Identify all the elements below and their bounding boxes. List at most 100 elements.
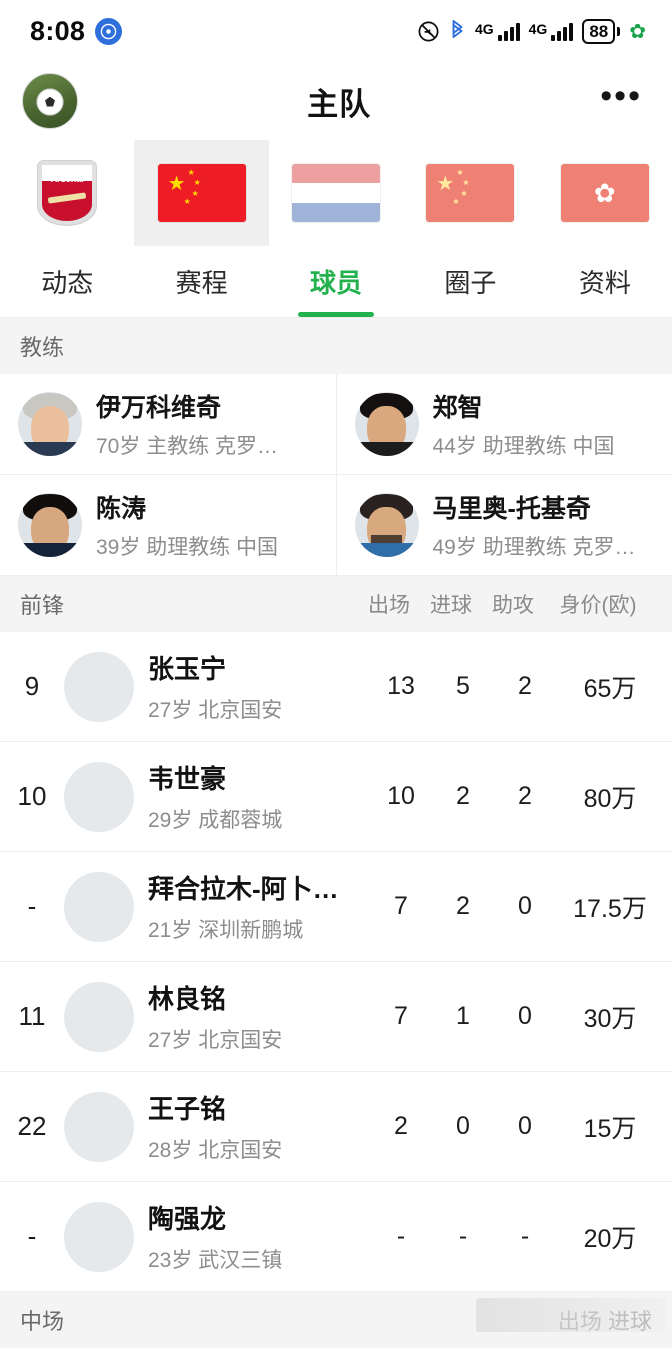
column-header-assists: 助攻	[492, 594, 534, 617]
player-goals: -	[458, 1222, 468, 1250]
player-meta: 27岁 北京国安	[148, 1029, 283, 1052]
section-title-forward: 前锋	[20, 593, 65, 618]
table-row[interactable]: 9 张玉宁 27岁 北京国安 13 5 2 65万	[0, 632, 672, 742]
player-meta: 21岁 深圳新鹏城	[148, 919, 304, 942]
player-meta: 23岁 武汉三镇	[148, 1249, 283, 1272]
coach-avatar	[354, 493, 419, 557]
status-bar-left: 8:08	[30, 16, 123, 47]
player-goals: 2	[456, 782, 470, 810]
player-goals: 0	[456, 1112, 470, 1140]
signal-2-icon: 4G	[529, 21, 574, 41]
hongkong-flag-icon: ✿	[560, 164, 649, 222]
player-appearances: 2	[394, 1112, 408, 1140]
coach-avatar	[18, 493, 82, 557]
tab-saicheng[interactable]: 赛程	[175, 268, 228, 298]
player-avatar	[64, 1091, 134, 1162]
player-appearances: -	[396, 1222, 406, 1250]
coach-item-2[interactable]: 郑智 44岁 助理教练 中国	[335, 374, 672, 474]
avatar[interactable]	[22, 73, 78, 129]
player-assists: 0	[518, 892, 532, 920]
player-appearances: 7	[394, 1002, 408, 1030]
player-value: 15万	[583, 1114, 637, 1143]
network-label-2: 4G	[528, 21, 548, 37]
arsenal-crest-icon: Arsenal	[38, 161, 97, 225]
table-row[interactable]: 11 林良铭 27岁 北京国安 7 1 0 30万	[0, 962, 672, 1072]
player-value: 80万	[583, 784, 637, 813]
more-options-icon[interactable]: •••	[600, 77, 642, 115]
column-header-value: 身价(欧)	[559, 594, 637, 617]
table-row[interactable]: - 陶强龙 23岁 武汉三镇 - - - 20万	[0, 1182, 672, 1292]
section-title-coach: 教练	[20, 335, 65, 360]
coach-avatar	[354, 392, 419, 456]
tab-quanzi[interactable]: 圈子	[444, 268, 497, 298]
coach-name: 伊万科维奇	[96, 394, 222, 422]
flag-item-china[interactable]: ★ ★ ★ ★ ★	[134, 140, 269, 246]
coach-meta: 44岁 助理教练 中国	[432, 435, 615, 458]
leaf-icon: ✿	[629, 20, 646, 43]
section-title-midfield: 中场	[20, 1309, 65, 1334]
table-row[interactable]: 10 韦世豪 29岁 成都蓉城 10 2 2 80万	[0, 742, 672, 852]
player-number: 10	[17, 781, 47, 811]
player-meta: 29岁 成都蓉城	[148, 809, 283, 832]
column-header-goals: 进球	[430, 594, 472, 617]
player-goals: 5	[456, 672, 470, 700]
player-assists: 0	[518, 1112, 532, 1140]
player-value: 20万	[583, 1224, 637, 1253]
player-number: 22	[17, 1111, 47, 1141]
player-name: 陶强龙	[148, 1204, 227, 1234]
player-value: 30万	[583, 1004, 637, 1033]
player-meta: 27岁 北京国安	[148, 699, 283, 722]
player-number: -	[27, 891, 37, 921]
coach-item-1[interactable]: 伊万科维奇 70岁 主教练 克罗…	[0, 374, 336, 474]
network-label-1: 4G	[474, 21, 494, 37]
tab-bar[interactable]: 动态 赛程 球员 圈子 资料	[0, 246, 672, 318]
player-name: 拜合拉木-阿卜杜…	[148, 874, 360, 904]
player-avatar	[64, 651, 134, 722]
player-assists: 2	[518, 782, 532, 810]
player-value: 17.5万	[573, 894, 647, 923]
stats-column-headers: 出场 进球 助攻 身价(欧)	[358, 589, 652, 619]
coach-row: 伊万科维奇 70岁 主教练 克罗… 郑智 44岁 助理教练 中国	[0, 374, 672, 475]
netherlands-flag-icon	[292, 164, 381, 222]
coach-row: 陈涛 39岁 助理教练 中国 马里奥-托基奇 49岁 助理教练 克罗…	[0, 475, 672, 576]
coach-meta: 70岁 主教练 克罗…	[96, 435, 279, 458]
player-goals: 1	[456, 1002, 470, 1030]
player-appearances: 13	[387, 672, 415, 700]
coach-name: 郑智	[432, 394, 483, 422]
flag-item-netherlands[interactable]	[269, 140, 403, 246]
coach-item-3[interactable]: 陈涛 39岁 助理教练 中国	[0, 475, 336, 575]
player-number: 11	[18, 1001, 46, 1031]
signal-1-icon: 4G	[475, 21, 520, 41]
player-appearances: 7	[394, 892, 408, 920]
team-flag-selector[interactable]: Arsenal ★ ★ ★ ★ ★ ★ ★ ★ ★ ★ ✿	[0, 140, 672, 246]
player-avatar	[64, 761, 134, 832]
flag-item-hongkong[interactable]: ✿	[538, 140, 672, 246]
player-assists: 0	[518, 1002, 532, 1030]
player-value: 65万	[583, 674, 637, 703]
flag-item-china-2[interactable]: ★ ★ ★ ★ ★	[403, 140, 537, 246]
coach-item-4[interactable]: 马里奥-托基奇 49岁 助理教练 克罗…	[335, 475, 672, 575]
arsenal-label: Arsenal	[50, 174, 84, 184]
player-avatar	[64, 871, 134, 942]
player-number: -	[27, 1221, 37, 1251]
column-header-appearances: 出场	[368, 594, 410, 617]
tab-qiuyuan[interactable]: 球员	[269, 246, 403, 317]
battery-icon: 88	[582, 18, 621, 44]
tab-ziliao[interactable]: 资料	[578, 268, 631, 298]
tab-dongtai[interactable]: 动态	[41, 268, 94, 298]
bluetooth-icon	[449, 19, 466, 43]
flag-item-arsenal[interactable]: Arsenal	[0, 140, 134, 246]
table-row[interactable]: - 拜合拉木-阿卜杜… 21岁 深圳新鹏城 7 2 0 17.5万	[0, 852, 672, 962]
table-row[interactable]: 22 王子铭 28岁 北京国安 2 0 0 15万	[0, 1072, 672, 1182]
player-name: 林良铭	[148, 984, 227, 1014]
status-bar-right: 4G 4G 88 ✿	[417, 18, 646, 44]
mute-icon	[417, 20, 440, 43]
page-title: 主队	[307, 86, 372, 122]
player-appearances: 10	[387, 782, 415, 810]
status-bar: 8:08 4G 4G 88 ✿	[0, 0, 672, 62]
coach-meta: 39岁 助理教练 中国	[96, 536, 279, 559]
coach-name: 马里奥-托基奇	[432, 495, 591, 523]
player-assists: 2	[518, 672, 532, 700]
coach-meta: 49岁 助理教练 克罗…	[432, 536, 636, 559]
